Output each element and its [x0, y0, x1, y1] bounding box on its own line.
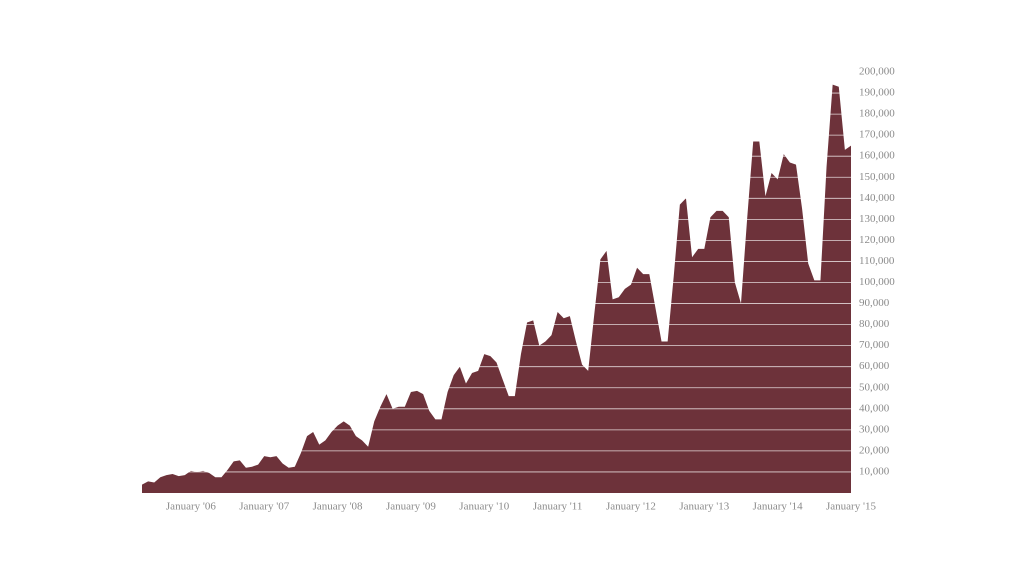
y-tick-label: 200,000 [859, 66, 895, 78]
y-tick-label: 150,000 [859, 171, 895, 183]
x-tick-label: January '13 [679, 501, 729, 513]
y-tick-label: 110,000 [859, 255, 895, 267]
x-tick-label: January '12 [606, 501, 656, 513]
y-tick-label: 60,000 [859, 360, 890, 372]
y-tick-label: 50,000 [859, 381, 890, 393]
y-tick-label: 30,000 [859, 423, 890, 435]
y-tick-label: 170,000 [859, 129, 895, 141]
y-tick-label: 90,000 [859, 297, 890, 309]
y-tick-label: 180,000 [859, 108, 895, 120]
y-tick-label: 80,000 [859, 318, 890, 330]
y-tick-label: 160,000 [859, 150, 895, 162]
y-tick-label: 10,000 [859, 465, 890, 477]
x-tick-label: January '09 [386, 501, 436, 513]
y-tick-label: 140,000 [859, 192, 895, 204]
x-tick-label: January '07 [239, 501, 289, 513]
y-tick-label: 100,000 [859, 276, 895, 288]
x-tick-label: January '11 [533, 501, 583, 513]
area [142, 84, 851, 493]
y-tick-label: 130,000 [859, 213, 895, 225]
y-tick-label: 190,000 [859, 87, 895, 99]
x-tick-label: January '08 [313, 501, 363, 513]
y-tick-label: 20,000 [859, 444, 890, 456]
x-tick-label: January '06 [166, 501, 216, 513]
y-tick-label: 120,000 [859, 234, 895, 246]
x-tick-label: January '15 [826, 501, 876, 513]
x-tick-label: January '10 [459, 501, 509, 513]
y-tick-label: 70,000 [859, 339, 890, 351]
y-tick-label: 40,000 [859, 402, 890, 414]
x-tick-label: January '14 [753, 501, 803, 513]
